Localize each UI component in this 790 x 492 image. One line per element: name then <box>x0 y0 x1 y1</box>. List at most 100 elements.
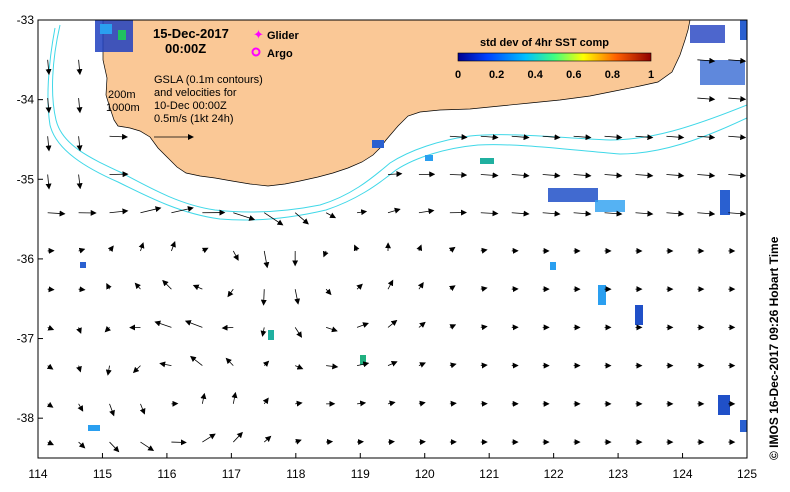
velocity-arrow <box>76 327 82 334</box>
velocity-arrow <box>202 433 216 443</box>
x-axis: 114 115 116 117 118 119 120 121 122 123 124 125 <box>28 453 757 481</box>
velocity-arrow <box>416 244 423 252</box>
velocity-arrow <box>105 365 112 376</box>
velocity-arrow <box>728 57 747 64</box>
plot-frame <box>37 19 748 459</box>
velocity-arrow <box>728 134 747 141</box>
velocity-arrow <box>109 208 129 215</box>
argo-icon <box>251 47 261 57</box>
colorbar-tick-label: 0.4 <box>528 69 544 81</box>
x-tick-label: 114 <box>28 467 47 481</box>
velocity-arrow <box>295 400 303 407</box>
velocity-arrow <box>573 134 592 141</box>
velocity-arrow <box>635 134 654 141</box>
velocity-arrows <box>45 57 747 453</box>
annotation-line-1: GSLA (0.1m contours) <box>154 74 263 86</box>
colorbar-title: std dev of 4hr SST comp <box>480 37 609 49</box>
velocity-arrow <box>666 210 685 217</box>
annotation-line-3: 10-Dec 00:00Z <box>154 100 227 112</box>
colorbar-tick-label: 0.6 <box>566 69 581 81</box>
velocity-arrow <box>356 283 363 290</box>
velocity-arrow <box>449 362 457 369</box>
velocity-arrow <box>480 286 488 292</box>
velocity-arrow <box>76 174 83 190</box>
velocity-arrow <box>76 365 82 373</box>
velocity-arrow <box>107 245 114 252</box>
velocity-arrow <box>200 392 207 404</box>
velocity-arrow <box>604 210 623 217</box>
velocity-arrow <box>233 431 243 443</box>
velocity-arrow <box>511 172 530 179</box>
velocity-arrow <box>263 435 272 443</box>
velocity-arrow <box>511 210 530 217</box>
velocity-arrow <box>356 361 370 368</box>
velocity-arrow <box>45 136 52 152</box>
velocity-arrow <box>448 246 456 253</box>
y-tick-label: -36 <box>17 252 35 266</box>
velocity-arrow <box>325 288 332 296</box>
velocity-arrow <box>104 326 111 333</box>
velocity-arrow <box>387 361 398 367</box>
velocity-arrow <box>76 98 83 114</box>
velocity-arrow <box>46 363 54 370</box>
velocity-arrow <box>418 321 426 328</box>
velocity-arrow <box>159 361 172 368</box>
map-date: 15-Dec-2017 <box>153 26 229 41</box>
velocity-arrow <box>480 324 488 331</box>
velocity-arrow <box>260 289 267 306</box>
x-tick-label: 124 <box>673 467 693 481</box>
velocity-arrow <box>47 210 66 217</box>
velocity-arrow <box>139 403 146 415</box>
velocity-arrow <box>227 288 234 298</box>
velocity-arrow <box>221 324 234 331</box>
velocity-arrow <box>604 172 623 179</box>
velocity-arrow <box>604 134 623 141</box>
velocity-arrow <box>356 400 367 407</box>
velocity-arrow <box>387 279 394 290</box>
velocity-arrow <box>263 250 270 269</box>
isobath-label-1000m: 1000m <box>106 102 140 114</box>
velocity-arrow <box>138 242 145 252</box>
velocity-arrow <box>109 441 120 453</box>
velocity-arrow <box>109 403 115 417</box>
y-tick-label: -35 <box>17 172 35 186</box>
velocity-arrow <box>78 286 86 293</box>
legend-glider-label: Glider <box>267 30 300 42</box>
velocity-arrow <box>417 282 424 290</box>
velocity-arrow <box>76 136 83 152</box>
velocity-arrow <box>322 250 329 258</box>
velocity-arrow <box>511 134 530 141</box>
velocity-arrow <box>264 212 284 226</box>
colorbar-tick-label: 0 <box>455 69 461 81</box>
x-tick-label: 121 <box>479 467 499 481</box>
velocity-arrow <box>666 134 685 141</box>
velocity-arrow <box>45 59 52 76</box>
credit-text: © IMOS 16-Dec-2017 09:26 Hobart Time <box>767 236 781 460</box>
x-tick-label: 116 <box>157 467 176 481</box>
velocity-arrow <box>47 286 55 293</box>
colorbar <box>457 52 652 62</box>
velocity-arrow <box>294 212 309 225</box>
velocity-arrow <box>449 134 468 141</box>
velocity-arrow <box>480 172 499 179</box>
velocity-arrow <box>697 134 716 141</box>
velocity-arrow <box>170 240 176 252</box>
velocity-arrow <box>448 285 456 292</box>
velocity-arrow <box>162 279 172 290</box>
velocity-arrow <box>480 134 499 141</box>
velocity-arrow <box>480 247 488 254</box>
velocity-arrow <box>542 210 561 217</box>
velocity-arrow <box>106 282 112 290</box>
velocity-arrow <box>154 320 172 328</box>
y-tick-label: -33 <box>17 13 35 27</box>
y-tick-label: -37 <box>17 332 35 346</box>
velocity-arrow <box>635 210 654 217</box>
y-tick-label: -38 <box>17 411 35 425</box>
velocity-arrow <box>140 206 162 214</box>
velocity-arrow <box>573 210 592 217</box>
velocity-arrow <box>728 172 747 179</box>
velocity-arrow <box>190 355 203 366</box>
velocity-arrow <box>294 289 301 305</box>
land-australia <box>102 20 691 187</box>
velocity-arrow <box>109 133 129 140</box>
